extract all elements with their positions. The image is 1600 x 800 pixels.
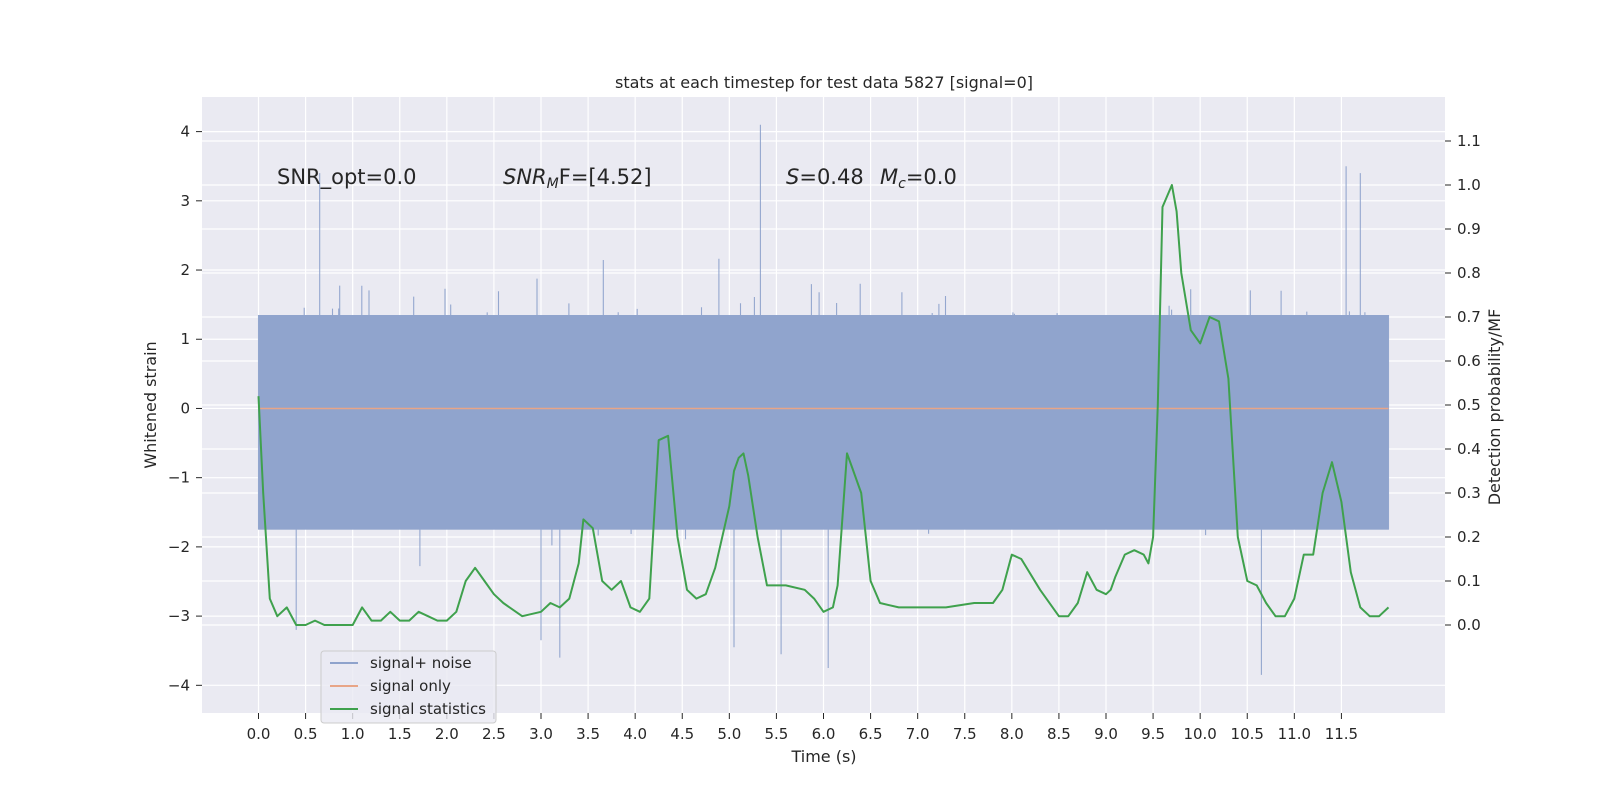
y-tick-label-right: 0.0	[1457, 616, 1481, 634]
y-tick-label-left: 4	[180, 123, 190, 141]
s-base: S	[786, 165, 799, 189]
mc-sub: c	[898, 176, 906, 192]
annotation-mc: Mc=0.0	[880, 165, 957, 192]
legend-label-signal-only: signal only	[370, 677, 451, 695]
y-axis-label-left: Whitened strain	[141, 341, 160, 468]
x-tick-label: 8.0	[1000, 725, 1024, 743]
x-tick-label: 2.0	[435, 725, 459, 743]
mc-base: M	[880, 165, 898, 189]
chart-title: stats at each timestep for test data 582…	[615, 73, 1033, 92]
x-tick-label: 7.0	[906, 725, 930, 743]
y-ticks-left: −4 −3 −2 −1 0 1 2 3 4	[168, 123, 202, 694]
x-tick-label: 6.5	[859, 725, 883, 743]
y-tick-label-right: 0.7	[1457, 308, 1481, 326]
noise-series	[257, 124, 1390, 675]
y-ticks-right: 0.0 0.1 0.2 0.3 0.4 0.5 0.6 0.7 0.8 0.9 1.0 1.1	[1445, 132, 1481, 634]
x-axis-label: Time (s)	[790, 747, 856, 766]
x-tick-label: 9.5	[1141, 725, 1165, 743]
y-tick-label-left: 2	[180, 261, 190, 279]
y-tick-label-left: 3	[180, 192, 190, 210]
y-tick-label-right: 0.5	[1457, 396, 1481, 414]
y-tick-label-right: 0.6	[1457, 352, 1481, 370]
x-tick-label: 10.5	[1231, 725, 1264, 743]
statistics-line	[257, 184, 1390, 626]
y-tick-label-left: −1	[168, 469, 190, 487]
legend-box	[320, 650, 497, 724]
snr-mf-rest: F=[4.52]	[559, 165, 652, 189]
x-tick-label: 0.5	[294, 725, 318, 743]
annotation-snr-mf: SNRMF=[4.52]	[503, 165, 652, 192]
y-tick-label-left: −2	[168, 538, 190, 556]
y-tick-label-right: 0.2	[1457, 528, 1481, 546]
x-tick-label: 3.5	[576, 725, 600, 743]
legend: signal+ noise signal only signal statist…	[320, 650, 497, 724]
x-tick-label: 10.0	[1183, 725, 1216, 743]
x-tick-label: 7.5	[953, 725, 977, 743]
noise-trace	[257, 124, 1390, 675]
x-tick-label: 1.0	[341, 725, 365, 743]
y-tick-label-right: 0.1	[1457, 572, 1481, 590]
y-tick-label-left: −3	[168, 607, 190, 625]
y-tick-label-right: 1.0	[1457, 176, 1481, 194]
y-tick-label-left: 1	[180, 330, 190, 348]
mc-rest: =0.0	[906, 165, 957, 189]
x-tick-label: 9.0	[1094, 725, 1118, 743]
y-tick-label-left: −4	[168, 676, 190, 694]
y-tick-label-right: 0.4	[1457, 440, 1481, 458]
x-tick-label: 5.0	[717, 725, 741, 743]
x-tick-label: 8.5	[1047, 725, 1071, 743]
legend-label-noise: signal+ noise	[370, 654, 472, 672]
annotation-s: S=0.48	[786, 165, 864, 189]
y-tick-label-right: 0.9	[1457, 220, 1481, 238]
x-tick-label: 5.5	[764, 725, 788, 743]
y-axis-label-right: Detection probability/MF	[1485, 309, 1504, 506]
x-tick-label: 3.0	[529, 725, 553, 743]
legend-label-statistics: signal statistics	[370, 700, 486, 718]
y-tick-label-right: 0.8	[1457, 264, 1481, 282]
annotation-snr-opt: SNR_opt=0.0	[277, 165, 417, 190]
snr-mf-base: SNR	[503, 165, 547, 189]
y-tick-label-right: 0.3	[1457, 484, 1481, 502]
y-tick-label-right: 1.1	[1457, 132, 1481, 150]
x-tick-label: 11.0	[1278, 725, 1311, 743]
x-tick-label: 11.5	[1325, 725, 1358, 743]
statistics-series	[257, 184, 1390, 626]
snr-mf-sub: M	[547, 176, 559, 192]
x-tick-label: 4.0	[623, 725, 647, 743]
x-tick-label: 0.0	[247, 725, 271, 743]
x-ticks: 0.0 0.5 1.0 1.5 2.0 2.5 3.0 3.5 4.0 4.5 5.0 5.5 6.0 6…	[247, 713, 1358, 743]
x-tick-label: 2.5	[482, 725, 506, 743]
y-tick-label-left: 0	[180, 399, 190, 417]
x-tick-label: 6.0	[812, 725, 836, 743]
s-rest: =0.48	[799, 165, 863, 189]
x-tick-label: 1.5	[388, 725, 412, 743]
x-tick-label: 4.5	[670, 725, 694, 743]
